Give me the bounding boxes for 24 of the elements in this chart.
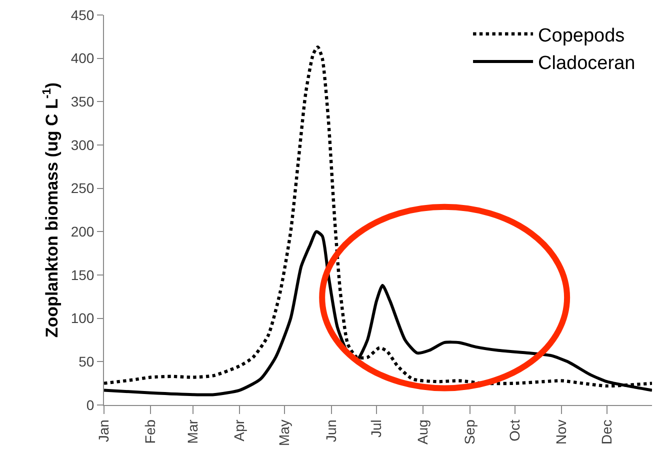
x-tick-label: Nov [553, 420, 570, 445]
x-tick-label: Jul [368, 420, 384, 438]
y-tick-label: 100 [70, 310, 94, 326]
y-tick-label: 350 [70, 94, 94, 110]
y-tick-label: 50 [78, 354, 94, 370]
x-tick-label: Mar [184, 419, 200, 444]
x-tick-label: Dec [598, 420, 614, 445]
y-tick-label: 150 [70, 266, 94, 283]
x-tick-label: Feb [142, 419, 158, 444]
x-tick-label: Oct [506, 419, 523, 442]
y-tick-label: 200 [70, 224, 94, 240]
legend-label: Copepods [538, 25, 625, 46]
legend-label: Cladoceran [538, 52, 636, 74]
x-tick-label: May [276, 420, 292, 446]
y-tick-label: 300 [70, 136, 94, 153]
x-tick-label: Sep [461, 419, 478, 445]
y-tick-label: 0 [86, 396, 94, 413]
x-tick-label: Aug [414, 420, 431, 445]
y-tick-label: 250 [70, 180, 94, 196]
y-tick-label: 400 [70, 50, 94, 66]
y-tick-label: 450 [70, 6, 94, 23]
x-tick-label: Jun [322, 420, 339, 442]
x-tick-label: Apr [231, 419, 248, 442]
x-tick-label: Jan [96, 420, 112, 442]
